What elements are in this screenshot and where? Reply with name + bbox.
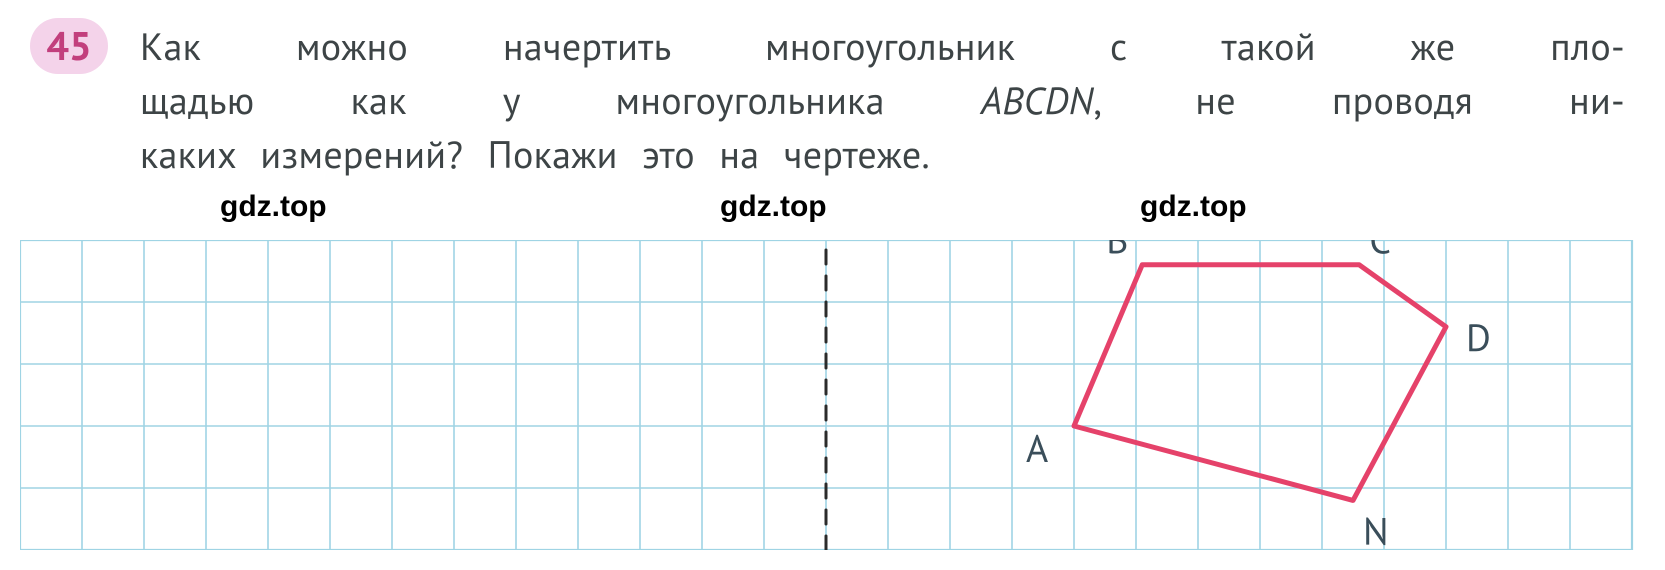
polygon-name: ABCDN: [981, 76, 1094, 125]
problem-number-badge: 45: [30, 18, 108, 74]
watermark-3: gdz.top: [1140, 190, 1247, 224]
watermark-2: gdz.top: [720, 190, 827, 224]
vertex-label-b: B: [1106, 240, 1128, 264]
vertex-label-d: D: [1466, 313, 1491, 362]
grid-area: A B C D N: [20, 240, 1645, 550]
vertex-label-c: C: [1369, 240, 1391, 264]
problem-line-2b: , не проводя ни-: [1093, 76, 1625, 125]
problem-line-2a: щадью как у многоугольника: [140, 76, 981, 125]
problem-line-1: Как можно начертить многоугольник с тако…: [140, 20, 1625, 74]
problem-line-2: щадью как у многоугольника ABCDN, не про…: [140, 74, 1625, 128]
vertex-label-n: N: [1363, 506, 1389, 550]
vertex-label-a: A: [1026, 424, 1048, 473]
watermark-1: gdz.top: [220, 190, 327, 224]
problem-number: 45: [46, 20, 91, 72]
problem-text: Как можно начертить многоугольник с тако…: [140, 20, 1625, 182]
problem-line-3: каких измерений? Покажи это на чертеже.: [140, 128, 1625, 182]
